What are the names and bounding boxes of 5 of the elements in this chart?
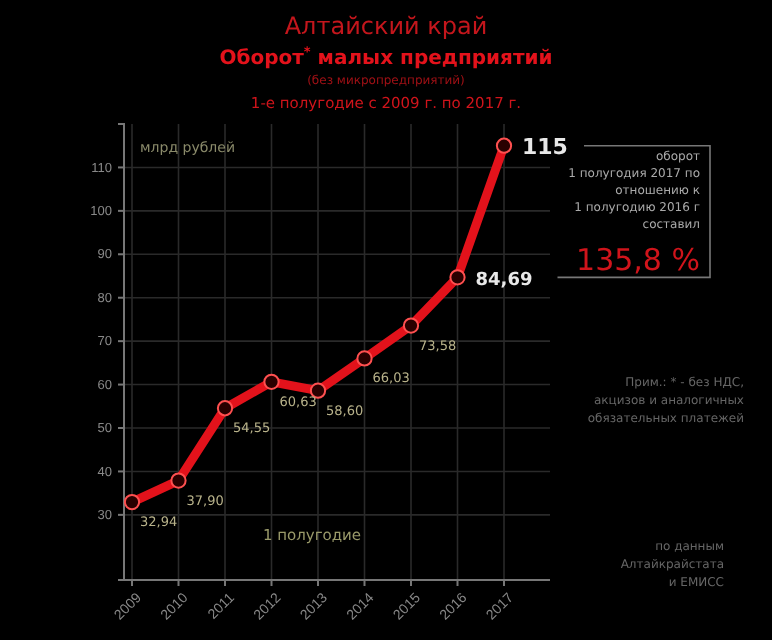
chart-subtitle: Оборот$^{*}$ малых предприятий <box>219 44 553 70</box>
chart-title: Алтайский край <box>284 12 488 40</box>
data-label: 115 <box>522 133 568 160</box>
data-label: 84,69 <box>475 271 533 292</box>
text: 135,8 % <box>576 242 700 278</box>
